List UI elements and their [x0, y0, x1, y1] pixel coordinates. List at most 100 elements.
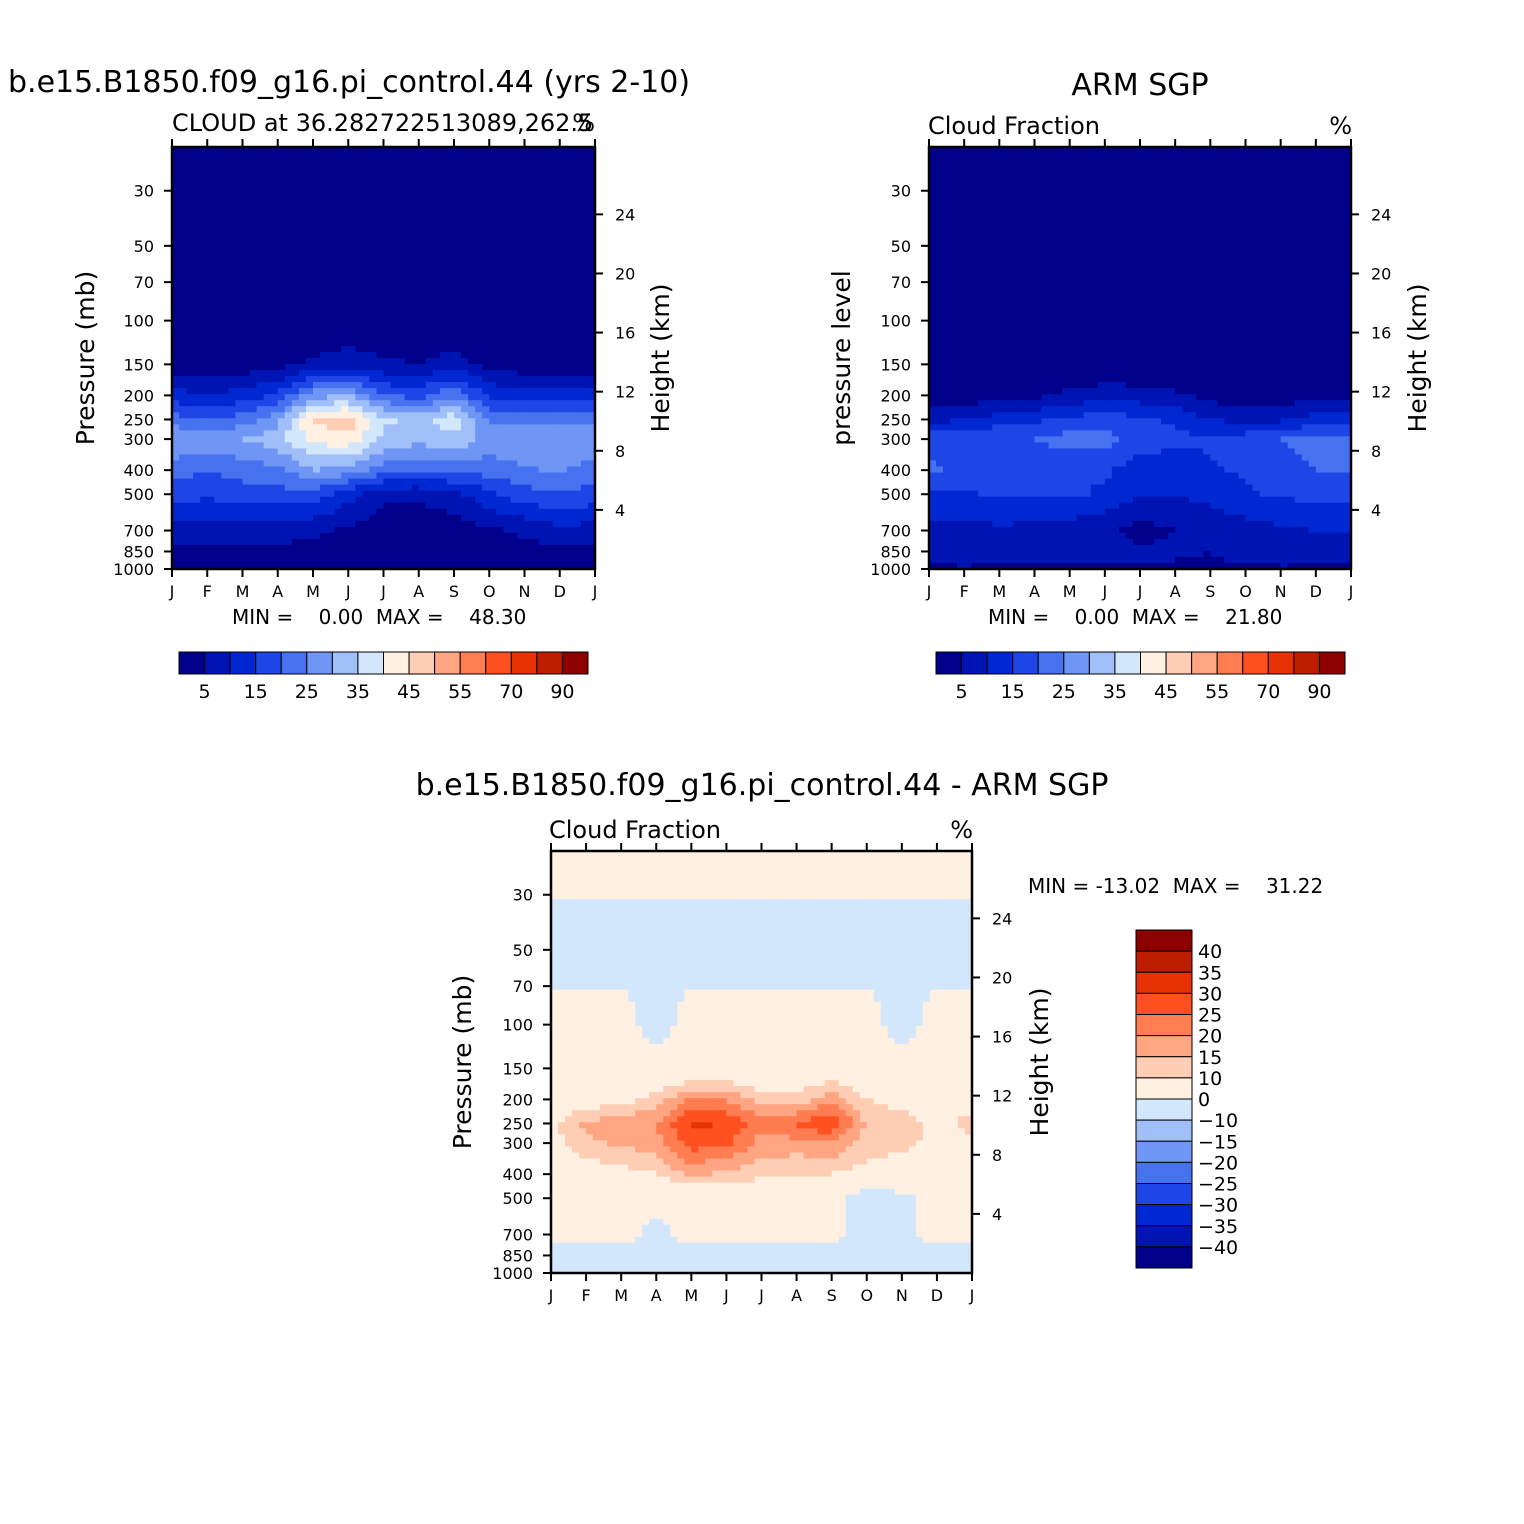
contour-cell: [1238, 195, 1247, 202]
contour-cell: [446, 556, 455, 564]
contour-cell: [186, 231, 194, 239]
contour-cell: [587, 466, 596, 474]
contour-cell: [298, 165, 307, 172]
contour-cell: [235, 538, 244, 546]
contour-cell: [341, 508, 349, 516]
contour-cell: [193, 159, 201, 166]
contour-cell: [411, 358, 420, 365]
contour-cell: [1140, 153, 1148, 160]
contour-cell: [327, 532, 335, 540]
contour-cell: [228, 291, 237, 299]
contour-cell: [362, 454, 370, 462]
contour-cell: [355, 213, 363, 220]
contour-cell: [334, 297, 342, 305]
contour-cell: [284, 351, 293, 359]
contour-cell: [270, 147, 279, 154]
contour-cell: [545, 424, 554, 431]
contour-cell: [432, 412, 441, 419]
contour-cell: [390, 358, 399, 365]
contour-cell: [305, 544, 314, 552]
contour-cell: [587, 339, 596, 347]
contour-cell: [235, 201, 244, 208]
contour-cell: [475, 376, 483, 383]
contour-cell: [439, 538, 448, 546]
contour-cell: [1273, 183, 1282, 190]
contour-cell: [390, 514, 399, 522]
contour-cell: [552, 261, 561, 269]
contour-cell: [411, 189, 420, 196]
contour-cell: [221, 231, 229, 239]
contour-cell: [355, 556, 363, 564]
contour-cell: [172, 213, 180, 220]
contour-cell: [327, 321, 335, 329]
contour-cell: [1175, 207, 1183, 214]
contour-cell: [235, 165, 244, 172]
contour-cell: [517, 538, 526, 546]
contour-cell: [531, 406, 540, 413]
contour-cell: [566, 147, 575, 154]
contour-cell: [587, 508, 596, 516]
contour-cell: [538, 376, 547, 383]
contour-cell: [461, 538, 469, 546]
contour-cell: [270, 291, 279, 299]
contour-cell: [1090, 195, 1099, 202]
contour-cell: [355, 496, 363, 504]
contour-cell: [517, 532, 526, 540]
contour-cell: [992, 147, 1000, 154]
contour-cell: [971, 213, 979, 220]
contour-cell: [214, 231, 222, 239]
contour-cell: [1182, 195, 1190, 202]
contour-cell: [249, 201, 258, 208]
contour-cell: [390, 285, 399, 293]
contour-cell: [545, 436, 554, 443]
contour-cell: [1336, 201, 1345, 208]
contour-cell: [327, 514, 335, 522]
contour-cell: [964, 201, 972, 208]
contour-cell: [496, 231, 504, 239]
contour-cell: [362, 382, 370, 389]
contour-cell: [313, 406, 321, 413]
contour-cell: [503, 315, 511, 323]
contour-cell: [369, 394, 378, 401]
contour-cell: [425, 388, 434, 395]
contour-cell: [320, 424, 328, 431]
contour-cell: [510, 382, 519, 389]
contour-cell: [228, 424, 237, 431]
contour-cell: [200, 364, 208, 371]
contour-cell: [503, 291, 511, 299]
contour-cell: [587, 376, 596, 383]
contour-cell: [193, 279, 201, 287]
contour-cell: [214, 333, 222, 341]
contour-cell: [475, 351, 483, 359]
contour-cell: [235, 418, 244, 425]
contour-cell: [305, 514, 314, 522]
contour-cell: [1104, 147, 1113, 154]
contour-cell: [341, 291, 349, 299]
contour-cell: [566, 430, 575, 437]
contour-cell: [454, 249, 462, 257]
contour-cell: [517, 550, 526, 558]
contour-cell: [277, 436, 286, 443]
contour-cell: [172, 412, 180, 419]
contour-cell: [439, 544, 448, 552]
contour-cell: [172, 189, 180, 196]
contour-cell: [531, 303, 540, 311]
contour-cell: [510, 550, 519, 558]
contour-cell: [200, 327, 208, 335]
contour-cell: [545, 394, 554, 401]
contour-cell: [221, 255, 229, 263]
contour-cell: [291, 219, 300, 226]
contour-cell: [545, 153, 554, 160]
contour-cell: [235, 219, 244, 226]
contour-cell: [1104, 153, 1113, 160]
contour-cell: [256, 436, 265, 443]
contour-cell: [193, 183, 201, 190]
contour-cell: [291, 508, 300, 516]
contour-cell: [228, 183, 237, 190]
contour-cell: [320, 255, 328, 263]
contour-cell: [291, 327, 300, 335]
contour-cell: [468, 279, 476, 287]
contour-cell: [291, 430, 300, 437]
contour-cell: [270, 189, 279, 196]
